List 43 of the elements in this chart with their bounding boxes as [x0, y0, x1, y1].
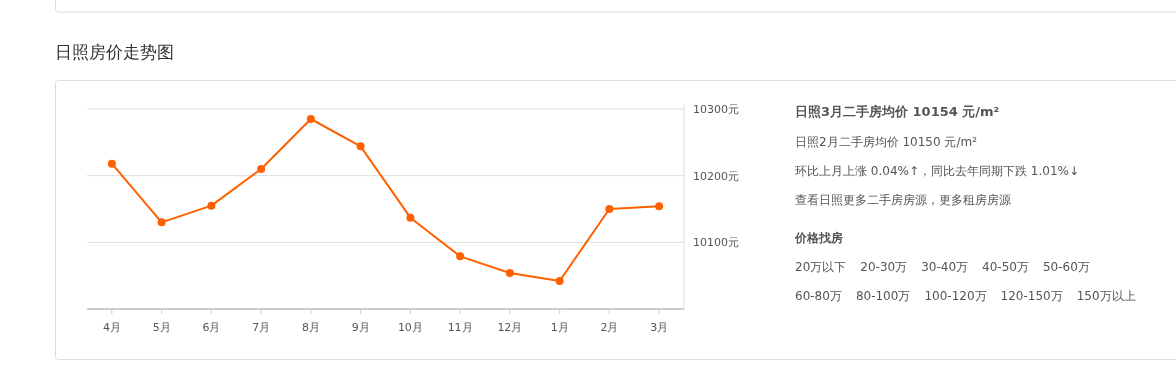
x-tick-label: 9月 [351, 321, 370, 334]
text: 100-120万 [924, 289, 987, 303]
text: 日照2月二手房均价 10150 元/m² [795, 135, 978, 149]
text: 价格找房 [794, 231, 843, 245]
point [555, 277, 564, 285]
x-tick-label: 1月 [550, 321, 569, 334]
x-tick-label: 7月 [252, 321, 271, 334]
text: 60-80万 [795, 289, 842, 303]
y-tick-label: 10300元 [693, 103, 739, 116]
point [207, 201, 216, 210]
x-tick-label: 4月 [102, 321, 121, 334]
point [605, 205, 614, 213]
text: 50-60万 [1042, 260, 1090, 274]
text: 20万以下 [795, 260, 847, 274]
point [406, 213, 415, 222]
x-tick-label: 5月 [152, 321, 171, 334]
chart-title: 日照房价走势图 [55, 42, 174, 62]
point [505, 269, 514, 277]
x-tick-label: 12月 [497, 321, 523, 334]
point [456, 252, 465, 261]
text: 环比上月上涨 0.04%↑，同比去年同期下跌 1.01%↓ [795, 164, 1079, 178]
x-tick-label: 8月 [301, 321, 320, 334]
text: 80-100万 [855, 289, 911, 303]
point [356, 142, 365, 151]
x-tick-label: 11月 [447, 321, 473, 334]
text: 150万以上 [1076, 289, 1136, 303]
y-tick-label: 10200元 [693, 169, 739, 183]
point [157, 218, 166, 227]
text: 120-150万 [1000, 289, 1063, 303]
y-tick-label: 10100元 [693, 236, 739, 250]
point [257, 165, 266, 173]
text: 30-40万 [921, 260, 969, 274]
point [306, 115, 315, 123]
text: 40-50万 [982, 260, 1029, 274]
x-tick-label: 2月 [600, 321, 619, 334]
x-tick-label: 6月 [202, 321, 221, 334]
x-tick-label: 3月 [650, 321, 669, 334]
point [107, 159, 116, 168]
text: 日照3月二手房均价 10154 元/m² [795, 104, 1000, 119]
point [655, 202, 664, 211]
x-tick-label: 10月 [397, 321, 423, 334]
text: 20-30万 [860, 260, 908, 274]
text: 查看日照更多二手房房源，更多租房房源 [795, 193, 1011, 207]
